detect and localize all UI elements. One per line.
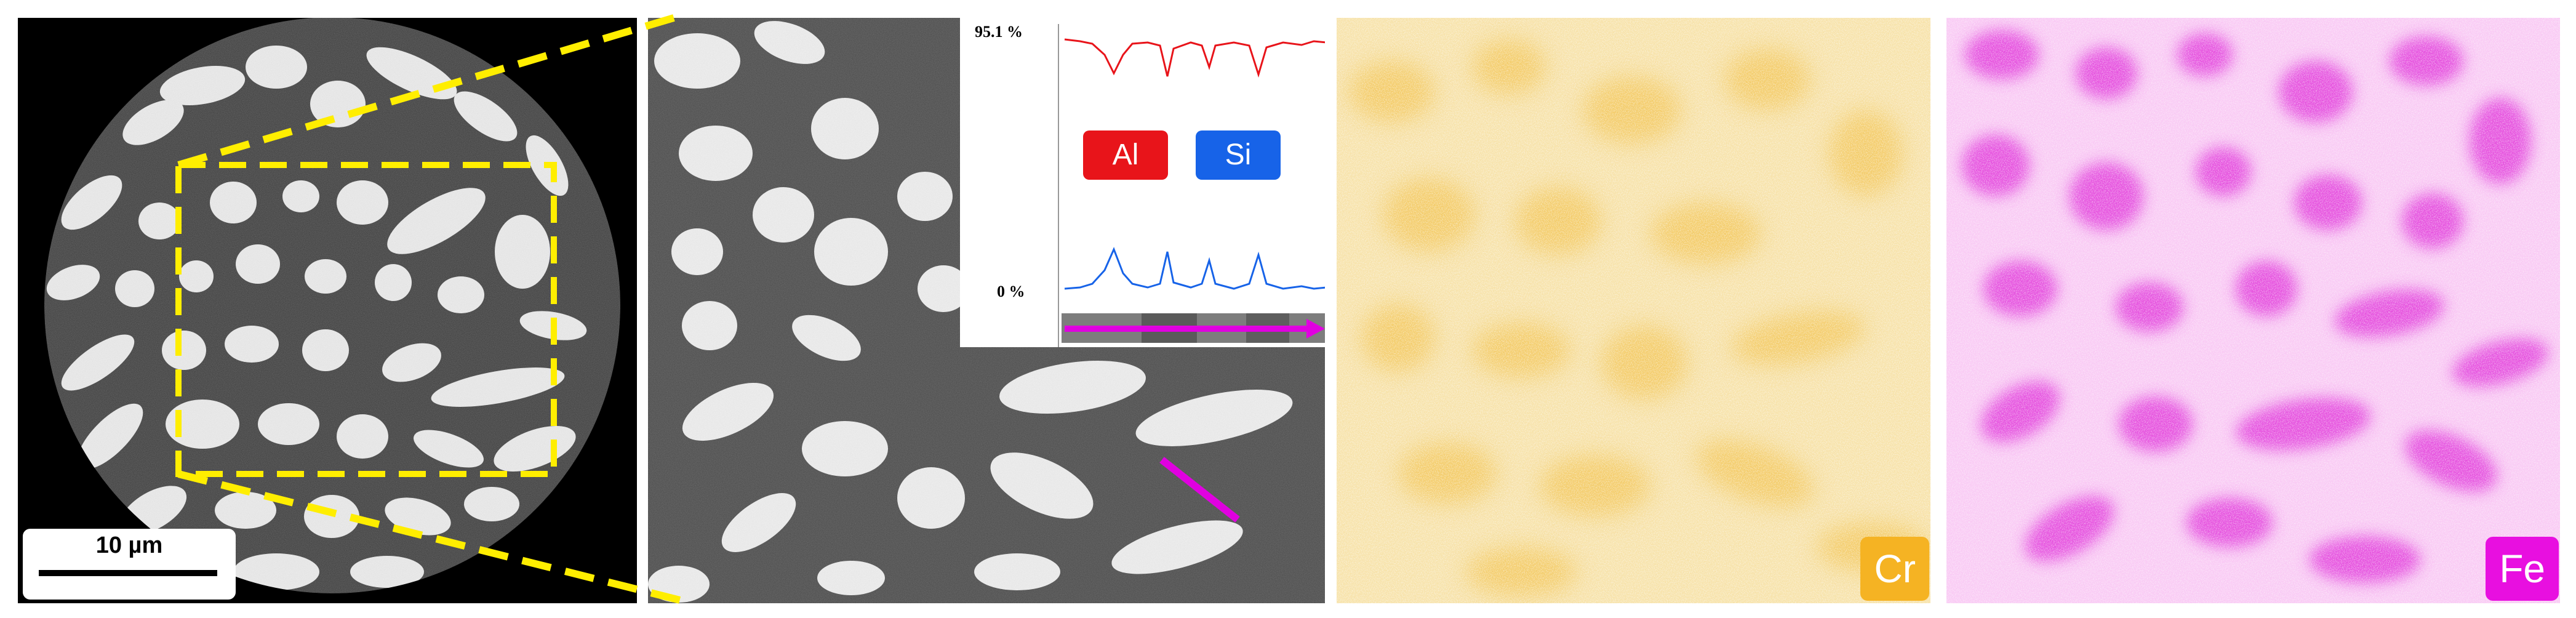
cr-map-image [1337, 18, 1930, 603]
sem-zoom-panel: 95.1 % 0 % Al Si [648, 18, 1325, 603]
linescan-axis [1058, 24, 1059, 347]
scale-bar-label: 10 µm [95, 532, 163, 558]
sem-overview-panel: 10 µm [18, 18, 637, 603]
eds-map-cr: Cr [1337, 18, 1930, 603]
scan-line-on-image [1159, 457, 1240, 523]
si-line [1064, 247, 1325, 290]
eds-map-fe: Fe [1946, 18, 2560, 603]
element-tag-al: Al [1083, 130, 1168, 180]
linescan-plot [1062, 38, 1325, 343]
eds-linescan-inset: 95.1 % 0 % Al Si [960, 18, 1325, 347]
fe-label: Fe [2486, 537, 2559, 601]
al-line [1064, 38, 1325, 78]
y-max-label: 95.1 % [975, 23, 1023, 41]
y-min-label: 0 % [997, 283, 1025, 300]
scale-bar-line [39, 570, 217, 576]
scale-bar: 10 µm [23, 529, 236, 600]
element-tag-si: Si [1196, 130, 1281, 180]
cr-label: Cr [1860, 537, 1929, 601]
fe-map-image [1946, 18, 2560, 603]
scan-direction-arrow [1306, 319, 1325, 339]
